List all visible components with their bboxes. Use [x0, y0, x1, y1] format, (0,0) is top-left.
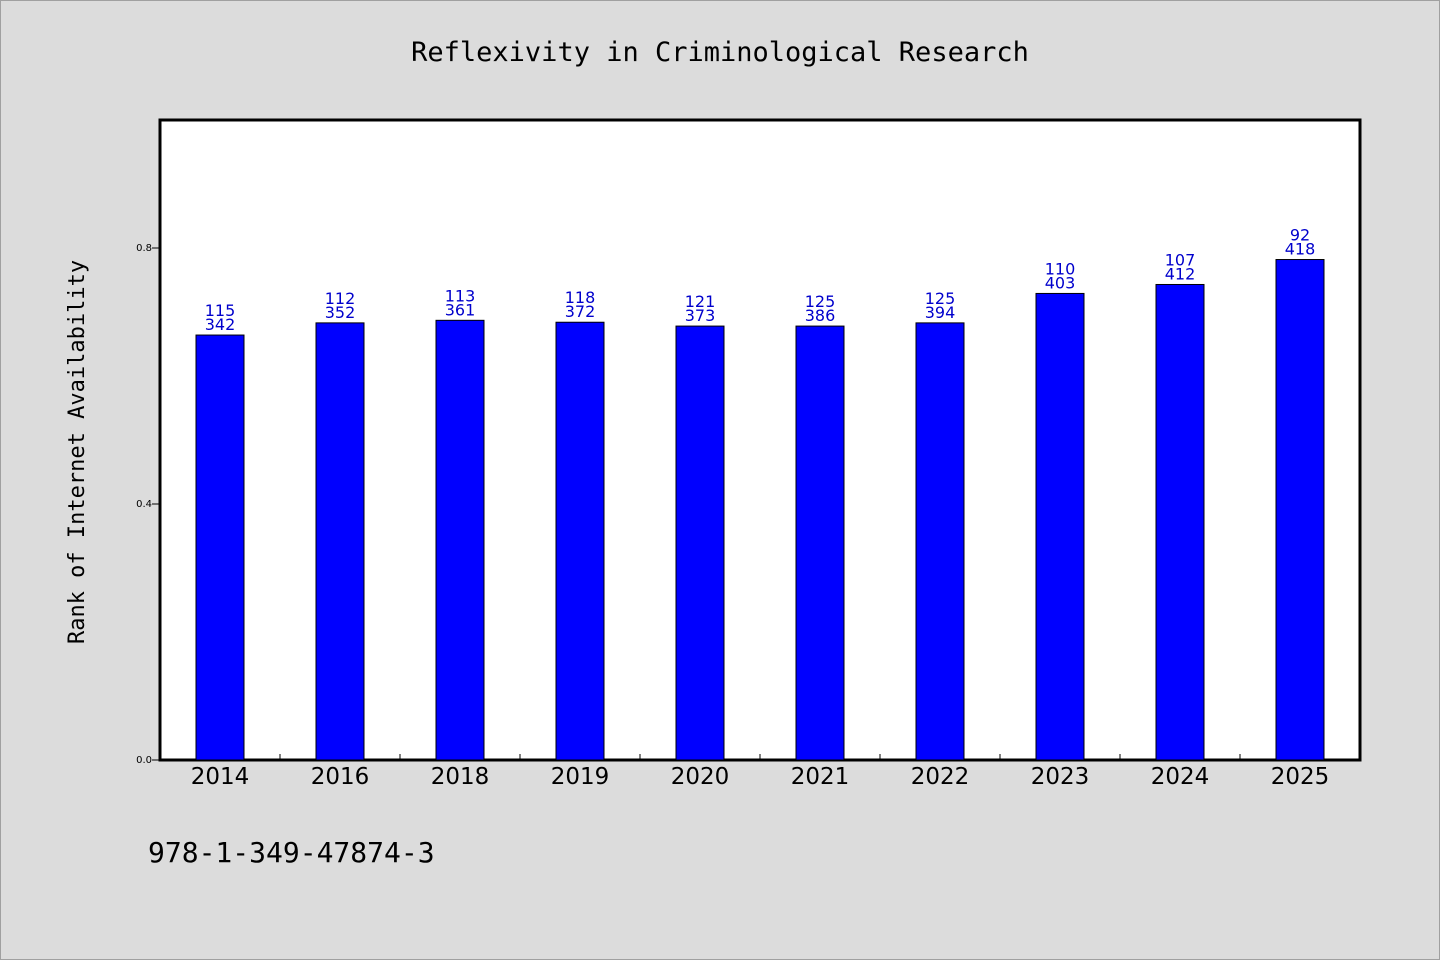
x-tick-label: 2019 [551, 764, 610, 790]
bar-2022 [915, 322, 965, 761]
y-axis-ticks: 0.0 0.4 0.8 [136, 243, 160, 766]
y-tick-label: 0.0 [136, 755, 152, 766]
x-tick-label: 2021 [791, 764, 850, 790]
data-label-bottom: 394 [925, 303, 956, 322]
x-tick-label: 2018 [431, 764, 490, 790]
bar-2016 [315, 322, 365, 761]
data-label-top: 110 [1045, 259, 1076, 278]
data-label-bottom: 412 [1165, 264, 1196, 283]
isbn-text: 978-1-349-47874-3 [148, 836, 435, 869]
data-label-bottom: 372 [565, 302, 596, 321]
data-label-top: 112 [325, 289, 356, 308]
x-axis-ticks: 2014 2016 2018 2019 2020 2021 2022 2023 2024 2025 [191, 754, 1330, 790]
bar-2025 [1275, 259, 1325, 761]
bar-2014 [195, 334, 245, 761]
y-tick-label: 0.8 [136, 243, 152, 254]
data-label-top: 107 [1165, 250, 1196, 269]
y-tick-label: 0.4 [136, 499, 152, 510]
bar-2021 [795, 325, 845, 761]
data-label-bottom: 352 [325, 303, 356, 322]
data-label-bottom: 403 [1045, 273, 1076, 292]
bar-2023 [1035, 292, 1085, 761]
y-axis-label: Rank of Internet Availability [65, 260, 90, 644]
data-label-top: 113 [445, 286, 476, 305]
x-tick-label: 2014 [191, 764, 250, 790]
data-label-top: 125 [805, 292, 836, 311]
data-label-bottom: 361 [445, 300, 476, 319]
x-tick-label: 2020 [671, 764, 730, 790]
bar-2018 [435, 319, 485, 761]
bar-2024 [1155, 283, 1205, 761]
data-label-bottom: 418 [1285, 240, 1316, 259]
data-label-top: 118 [565, 288, 596, 307]
x-tick-label: 2022 [911, 764, 970, 790]
data-label-top: 92 [1290, 226, 1310, 245]
data-label-top: 121 [685, 292, 716, 311]
chart-title: Reflexivity in Criminological Research [411, 37, 1029, 68]
bars-group [195, 259, 1325, 761]
data-label-bottom: 386 [805, 306, 836, 325]
x-tick-label: 2023 [1031, 764, 1090, 790]
data-label-top: 125 [925, 289, 956, 308]
x-tick-label: 2025 [1271, 764, 1330, 790]
data-label-top: 115 [205, 301, 236, 320]
bar-2020 [675, 325, 725, 761]
x-tick-label: 2024 [1151, 764, 1210, 790]
data-label-bottom: 373 [685, 306, 716, 325]
data-label-bottom: 342 [205, 315, 236, 334]
bar-2019 [555, 321, 605, 761]
x-tick-label: 2016 [311, 764, 370, 790]
